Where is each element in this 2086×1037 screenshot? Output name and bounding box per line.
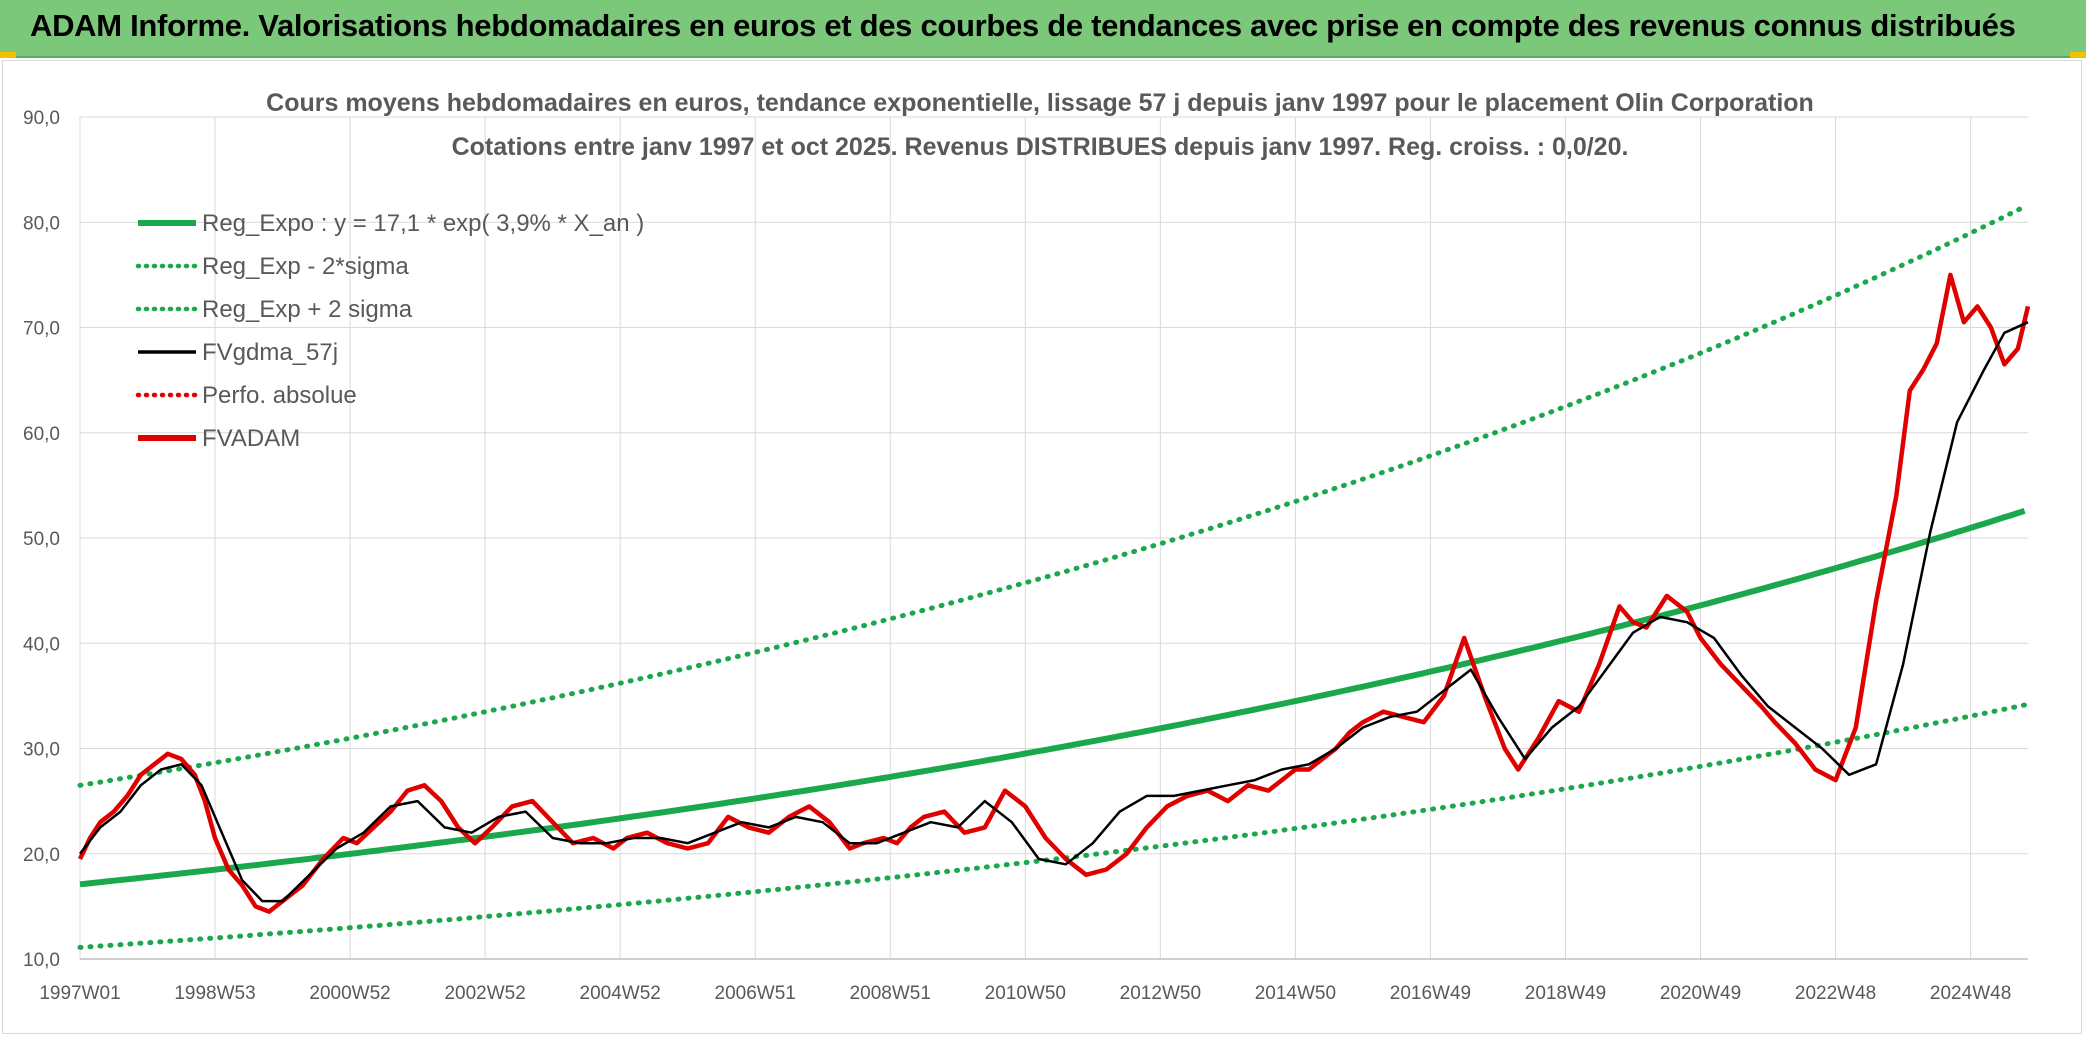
banner-corner-right [2070, 52, 2086, 58]
fvgdma-57j-line [79, 321, 2029, 903]
legend-label: FVgdma_57j [202, 339, 338, 366]
reg-exp-plus-2sigma-line [77, 204, 2028, 788]
chart-series [77, 204, 2031, 950]
x-tick-label: 2022W48 [1795, 983, 1876, 1004]
legend-label: FVADAM [202, 425, 300, 452]
x-tick-label: 2000W52 [309, 983, 390, 1004]
x-tick-label: 2002W52 [444, 983, 525, 1004]
x-tick-label: 2020W49 [1660, 983, 1741, 1004]
fvadam-line [77, 272, 2031, 914]
y-tick-label: 60,0 [23, 424, 60, 445]
legend-label: Reg_Exp - 2*sigma [202, 253, 409, 280]
legend-label: Perfo. absolue [202, 382, 357, 409]
banner: ADAM Informe. Valorisations hebdomadaire… [0, 0, 2086, 58]
y-tick-label: 70,0 [23, 319, 60, 340]
x-axis-ticks: 1997W01 1998W53 2000W52 2002W52 2004W52 2006W… [39, 983, 2011, 1004]
y-tick-label: 40,0 [23, 634, 60, 655]
chart-grid [79, 116, 2028, 960]
chart-subtitle: Cotations entre janv 1997 et oct 2025. R… [452, 133, 1629, 161]
chart-legend: Reg_Expo : y = 17,1 * exp( 3,9% * X_an )… [135, 210, 644, 452]
y-tick-label: 10,0 [23, 950, 60, 971]
banner-corner-left [0, 52, 16, 58]
x-tick-label: 1997W01 [39, 983, 120, 1004]
x-tick-label: 2014W50 [1255, 983, 1336, 1004]
x-tick-label: 2012W50 [1120, 983, 1201, 1004]
x-tick-label: 2006W51 [715, 983, 796, 1004]
x-tick-label: 2024W48 [1930, 983, 2011, 1004]
chart-frame [2, 60, 2082, 1034]
x-tick-label: 2016W49 [1390, 983, 1471, 1004]
x-tick-label: 2010W50 [985, 983, 1066, 1004]
x-tick-label: 2018W49 [1525, 983, 1606, 1004]
x-tick-label: 2008W51 [850, 983, 931, 1004]
x-tick-label: 2004W52 [580, 983, 661, 1004]
y-axis-ticks: 10,0 20,0 30,0 40,0 50,0 60,0 70,0 80,0 90,0 [23, 108, 60, 971]
y-tick-label: 80,0 [23, 213, 60, 234]
banner-title: ADAM Informe. Valorisations hebdomadaire… [30, 8, 2016, 43]
chart-title: Cours moyens hebdomadaires en euros, ten… [266, 89, 1814, 117]
y-tick-label: 20,0 [23, 845, 60, 866]
legend-label: Reg_Expo : y = 17,1 * exp( 3,9% * X_an ) [202, 210, 644, 237]
reg-expo-line [79, 508, 2026, 888]
legend-label: Reg_Exp + 2 sigma [202, 296, 413, 323]
y-tick-label: 30,0 [23, 740, 60, 761]
y-tick-label: 50,0 [23, 529, 60, 550]
x-tick-label: 1998W53 [174, 983, 255, 1004]
reg-exp-minus-2sigma-line [77, 702, 2028, 950]
y-tick-label: 90,0 [23, 108, 60, 129]
